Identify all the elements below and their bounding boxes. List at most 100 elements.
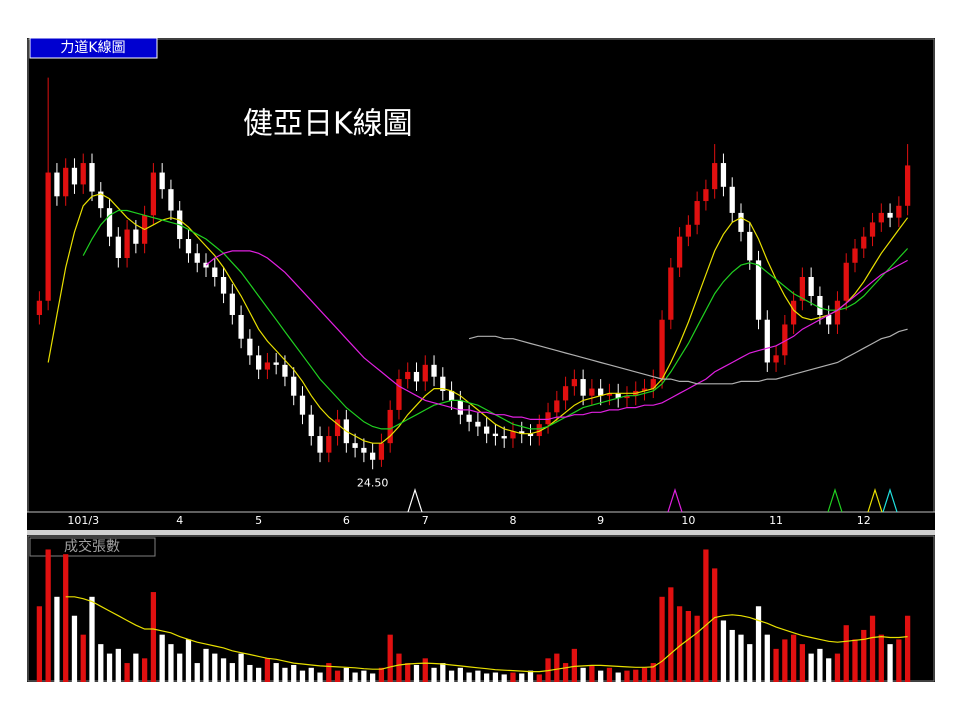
candle-body [106,208,113,237]
chart-title: 健亞日K線圖 [243,107,413,142]
volume-bar [589,664,595,682]
candle-body [115,236,121,259]
candle-body [896,205,902,218]
candle-body [799,277,806,301]
candle-body [641,388,648,391]
candle-body [861,236,867,249]
volume-bar [238,653,244,682]
candle-body [422,364,428,382]
candle-body [273,362,279,365]
candle-body [203,262,209,268]
candle-body [299,395,306,415]
signal-marker [827,488,843,513]
volume-label: 成交張數 [64,538,120,555]
volume-bar [54,596,60,682]
candle-body [817,295,823,315]
candle-body [685,224,691,237]
candle-body [764,319,770,363]
candle-body [220,277,227,294]
candle-body [598,388,604,396]
volume-bar [80,634,86,682]
candle-body [80,163,86,185]
candle-body [878,212,884,223]
volume-bar [598,670,604,682]
volume-bar [256,667,262,682]
candle-body [291,376,297,396]
volume-bar [747,644,753,682]
candle-body [448,390,455,401]
volume-bar [448,670,455,682]
candle-body [238,314,244,339]
volume-bar [720,620,727,682]
volume-bar [755,606,762,682]
panel-label: 力道K線圖 [60,40,125,56]
candle-body [36,300,43,315]
volume-bar [887,644,893,682]
volume-bar [177,653,183,682]
candle-body [606,393,613,396]
volume-bar [124,663,130,682]
volume-bar [370,673,376,682]
volume-bar [308,667,314,682]
volume-bar [352,672,358,682]
volume-bar [580,667,586,682]
volume-bar [896,639,902,682]
volume-bar [141,658,148,682]
candle-body [869,222,876,237]
volume-bar [106,653,113,682]
candle-body [45,172,51,301]
volume-bar [790,634,797,682]
volume-bar [519,673,525,682]
candle-body [212,267,218,277]
volume-bar [773,648,779,682]
candle-body [492,433,499,437]
x-tick-label: 11 [769,514,783,527]
candle-body [650,379,656,389]
candle-body [580,379,586,396]
candle-body [887,212,893,218]
candle-body [133,229,139,244]
candle-body [71,167,78,185]
volume-bar [703,549,709,682]
candle-body [247,338,253,356]
x-tick-label: 5 [255,514,262,527]
volume-bar [282,667,288,682]
volume-bar [869,615,876,682]
volume-bar [633,669,639,682]
volume-bar [826,658,832,682]
x-tick-label: 101/3 [67,514,99,527]
volume-bar [115,648,121,682]
volume-bar [422,658,428,682]
candle-body [98,191,104,209]
moving-average-line [205,250,908,420]
volume-bar [212,653,218,682]
moving-average-line [65,596,908,673]
volume-bar [291,664,297,682]
panel-separator [27,530,935,535]
volume-bar [326,663,332,682]
candle-body [168,189,174,211]
volume-panel-frame [27,535,935,682]
candle-body [256,355,262,370]
candle-body [527,433,534,437]
candle-body [773,355,779,363]
candle-body [676,236,683,268]
candle-body [615,393,621,399]
signal-marker [667,488,683,513]
volume-bar [659,596,665,682]
volume-bar [606,667,613,682]
volume-bar [185,639,192,682]
candle-body [370,452,376,460]
volume-bar [799,644,806,682]
volume-bar [264,658,271,682]
candle-body [536,424,542,437]
candle-body [904,165,911,206]
candle-body [826,314,832,325]
x-tick-label: 4 [176,514,183,527]
candle-body [466,414,472,422]
candle-body [668,267,674,320]
volume-bar [361,670,367,682]
candle-body [510,431,516,439]
candle-body [589,388,595,396]
